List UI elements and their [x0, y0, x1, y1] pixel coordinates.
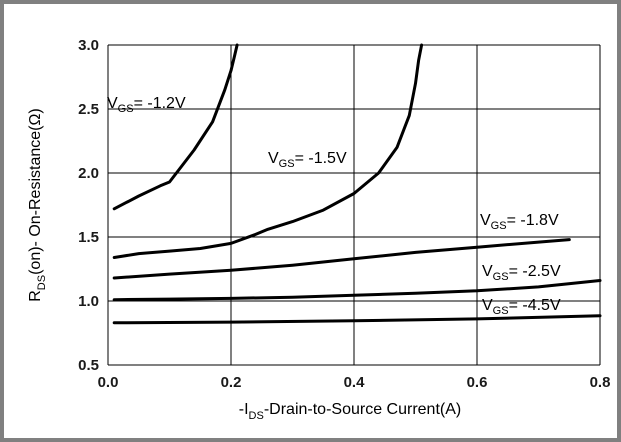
- curve-label-4: VGS= -2.5V: [482, 263, 561, 283]
- x-axis-label: -IDS-Drain-to-Source Current(A): [239, 401, 461, 422]
- y-tick-label-1: 1.0: [78, 293, 99, 310]
- x-tick-label-2: 0.4: [344, 374, 366, 391]
- curve-label-prefix: V: [268, 150, 279, 167]
- y-tick-label-0: 0.5: [78, 357, 99, 374]
- y-axis-label-suffix: (on)- On-Resistance(Ω): [27, 108, 44, 275]
- curve-label-5: VGS= -4.5V: [482, 297, 561, 317]
- curve-label-value: = -1.2V: [134, 95, 186, 112]
- curve-label-sub: GS: [493, 271, 509, 283]
- curve-label-prefix: V: [482, 263, 493, 280]
- curve-label-sub: GS: [118, 103, 134, 115]
- y-tick-label-2: 1.5: [78, 229, 99, 246]
- series-line-5: [112, 314, 602, 325]
- series-line-1: [112, 43, 239, 211]
- curve-label-1: VGS= -1.2V: [107, 95, 186, 115]
- x-axis-label-suffix: -Drain-to-Source Current(A): [264, 401, 461, 418]
- curve-label-3: VGS= -1.8V: [480, 212, 559, 232]
- curve-label-prefix: V: [480, 212, 491, 229]
- x-tick-label-0: 0.0: [98, 374, 119, 391]
- series-line-3: [112, 238, 571, 280]
- y-tick-label-5: 3.0: [78, 37, 99, 54]
- y-tick-label-3: 2.0: [78, 165, 99, 182]
- curve-label-sub: GS: [491, 220, 507, 232]
- curve-label-sub: GS: [493, 305, 509, 317]
- curve-label-prefix: V: [482, 297, 493, 314]
- series-layer: [112, 43, 602, 325]
- curve-label-value: = -1.8V: [507, 212, 559, 229]
- x-axis-label-sub: DS: [249, 410, 264, 422]
- series-line-2: [112, 43, 424, 259]
- curve-label-value: = -1.5V: [295, 150, 347, 167]
- series-line-4: [112, 279, 602, 302]
- grid: [107, 44, 601, 366]
- x-tick-label-3: 0.6: [467, 374, 488, 391]
- curve-label-value: = -4.5V: [509, 297, 561, 314]
- curve-label-2: VGS= -1.5V: [268, 150, 347, 170]
- y-axis-label: RDS(on)- On-Resistance(Ω): [27, 108, 48, 302]
- x-axis-label-prefix: -I: [239, 401, 249, 418]
- tick-labels: 0.0 0.2 0.4 0.6 0.8 0.5 1.0 1.5 2.0 2.5 3.0: [78, 37, 610, 391]
- y-axis-label-sub: DS: [36, 275, 48, 290]
- y-axis-label-prefix: R: [27, 290, 44, 302]
- curve-label-prefix: V: [107, 95, 118, 112]
- curve-label-value: = -2.5V: [509, 263, 561, 280]
- x-tick-label-4: 0.8: [590, 374, 611, 391]
- x-tick-label-1: 0.2: [221, 374, 242, 391]
- y-tick-label-4: 2.5: [78, 101, 99, 118]
- curve-label-sub: GS: [279, 158, 295, 170]
